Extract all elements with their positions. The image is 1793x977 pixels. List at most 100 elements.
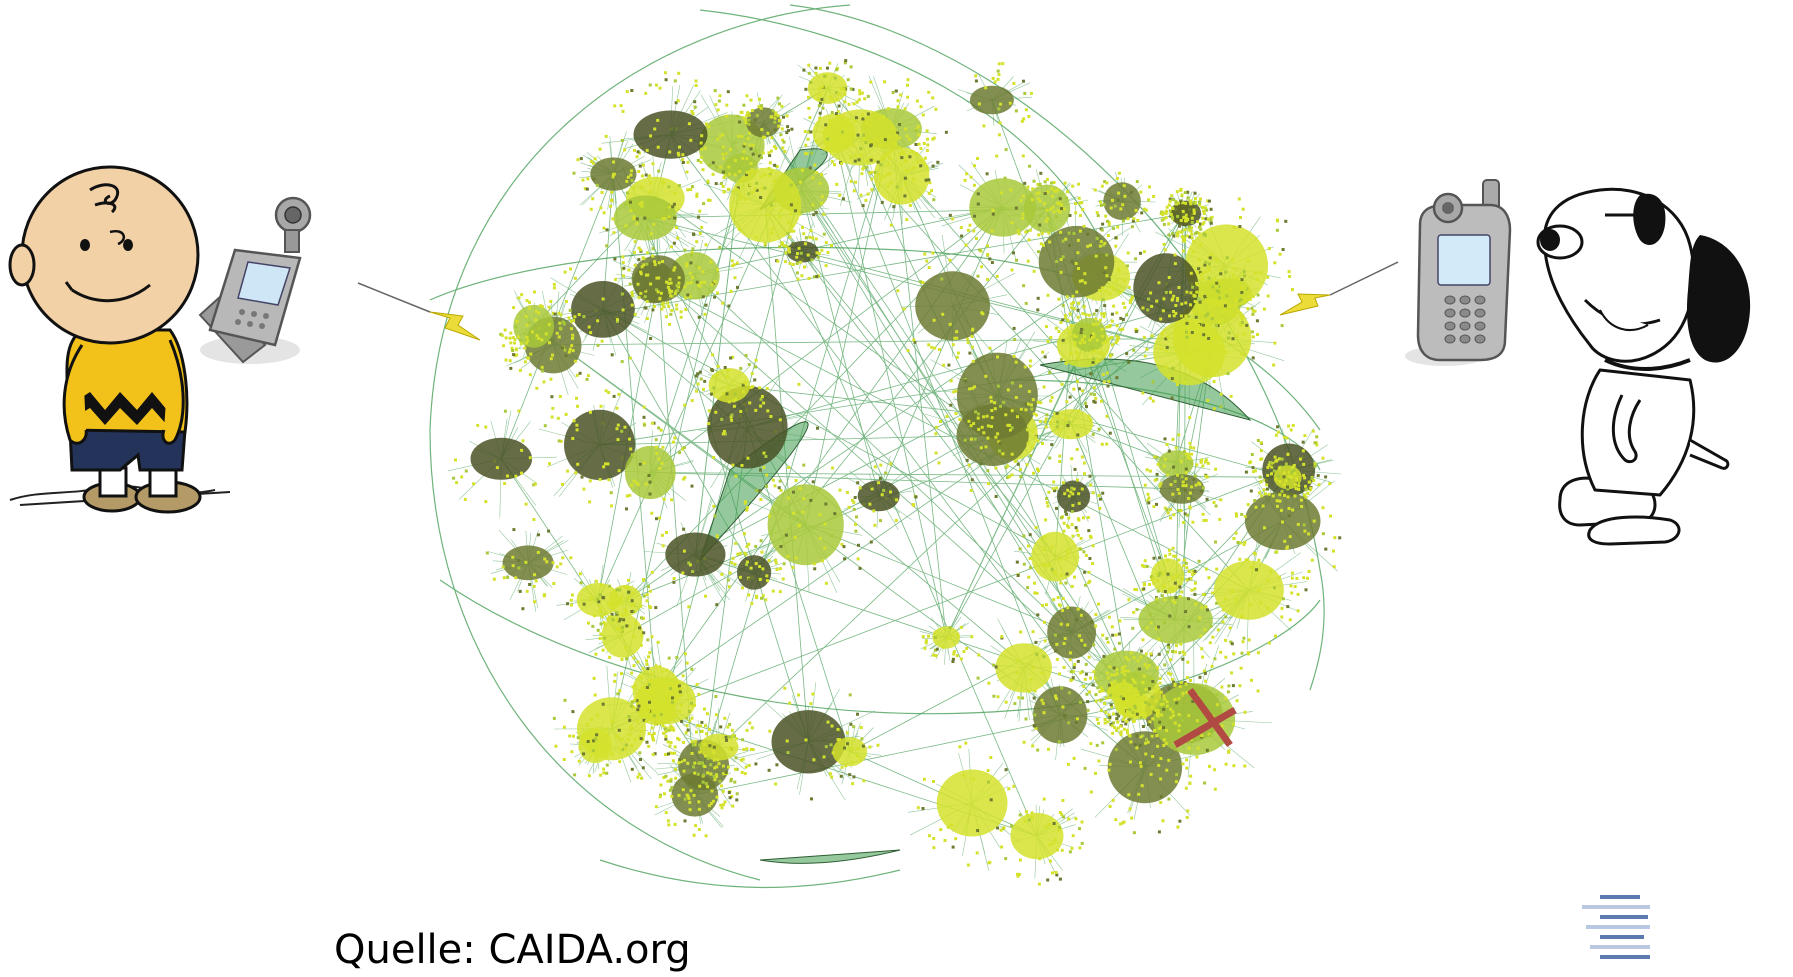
graph-edge <box>800 190 1072 633</box>
graph-nodes <box>452 59 1342 886</box>
node-cluster <box>823 109 899 166</box>
node-cluster <box>1158 450 1194 477</box>
cluster-nodes <box>1161 187 1214 243</box>
graph-edge <box>695 395 998 555</box>
cluster-nodes <box>916 741 1034 867</box>
graph-edge <box>1070 424 1195 720</box>
cluster-nodes <box>1061 304 1121 361</box>
cluster-nodes <box>706 143 826 265</box>
node-cluster <box>746 107 781 138</box>
node-cluster <box>1185 224 1268 308</box>
cluster-nodes <box>803 97 874 167</box>
cluster-nodes <box>824 722 880 786</box>
node-cluster <box>665 532 726 577</box>
graph-edge <box>800 190 880 496</box>
cluster-nodes <box>748 686 863 801</box>
cluster-nodes <box>620 656 699 722</box>
node-cluster <box>915 271 990 341</box>
node-cluster <box>767 484 844 566</box>
graph-edge <box>694 128 892 796</box>
node-cluster <box>1072 317 1107 352</box>
cluster-nodes <box>736 96 794 156</box>
cluster-nodes <box>743 466 873 585</box>
cluster-nodes <box>659 231 739 319</box>
cluster-nodes <box>802 59 862 127</box>
cluster-nodes <box>1118 652 1242 785</box>
cluster-nodes <box>650 504 742 609</box>
cluster-nodes <box>552 673 668 780</box>
node-cluster <box>1150 558 1185 594</box>
cluster-nodes <box>1069 621 1182 735</box>
cluster-nodes <box>572 134 652 213</box>
graph-edge <box>1076 261 1168 577</box>
node-cluster <box>1056 480 1091 513</box>
cluster-nodes <box>1159 190 1209 239</box>
cluster-nodes <box>1045 467 1105 530</box>
cluster-nodes <box>726 542 786 605</box>
node-cluster <box>1010 812 1064 860</box>
cluster-nodes <box>606 436 694 521</box>
node-cluster <box>513 304 555 348</box>
node-cluster <box>1213 560 1284 620</box>
node-cluster <box>873 147 930 205</box>
cluster-nodes <box>934 378 1049 498</box>
node-cluster <box>1133 253 1199 324</box>
cluster-nodes <box>568 718 628 778</box>
source-caption: Quelle: CAIDA.org <box>334 927 691 973</box>
node-cluster <box>1153 319 1226 386</box>
cluster-nodes <box>612 71 732 196</box>
cluster-nodes <box>485 518 573 611</box>
node-cluster <box>995 643 1052 693</box>
cluster-nodes <box>504 300 604 399</box>
cluster-nodes <box>711 144 773 201</box>
cluster-nodes <box>596 578 658 633</box>
node-cluster <box>857 480 900 512</box>
graph-edge <box>764 205 809 742</box>
cluster-nodes <box>452 409 547 506</box>
graph-edge <box>891 128 947 638</box>
cluster-nodes <box>621 249 695 316</box>
cluster-nodes <box>763 161 853 240</box>
graph-edge <box>997 395 1288 478</box>
cluster-nodes <box>1034 387 1112 465</box>
node-cluster <box>1170 200 1202 227</box>
graph-edge <box>622 301 1216 637</box>
cluster-nodes <box>1094 656 1183 738</box>
cluster-nodes <box>683 382 819 482</box>
cluster-nodes <box>628 679 691 748</box>
cluster-nodes <box>599 169 704 267</box>
node-cluster <box>1038 225 1115 298</box>
node-cluster <box>699 733 739 761</box>
node-cluster <box>571 281 635 338</box>
node-cluster <box>956 404 1029 467</box>
node-cluster <box>1159 474 1205 504</box>
node-cluster <box>1103 182 1141 221</box>
cluster-nodes <box>996 797 1084 886</box>
cluster-nodes <box>841 78 948 185</box>
cluster-nodes <box>618 652 718 756</box>
graph-node-clusters <box>470 72 1321 860</box>
node-cluster <box>1033 686 1088 744</box>
cluster-nodes <box>813 80 926 204</box>
cluster-nodes <box>548 389 663 508</box>
node-cluster <box>737 555 772 590</box>
cluster-nodes <box>854 127 940 227</box>
node-cluster <box>969 178 1037 237</box>
graph-edge <box>656 293 1229 691</box>
graph-edge <box>670 134 1146 768</box>
node-cluster <box>932 626 960 649</box>
node-cluster <box>470 437 533 480</box>
cluster-nodes <box>1034 597 1114 676</box>
cluster-nodes <box>948 148 1062 264</box>
broken-link-x-icon <box>1173 687 1237 749</box>
cluster-nodes <box>594 602 660 668</box>
cluster-nodes <box>845 462 918 527</box>
cluster-nodes <box>1065 227 1153 329</box>
cluster-nodes <box>1083 706 1209 835</box>
node-cluster <box>1138 596 1213 644</box>
node-cluster <box>1107 731 1183 804</box>
cluster-nodes <box>1010 207 1138 322</box>
cluster-nodes <box>921 625 974 663</box>
